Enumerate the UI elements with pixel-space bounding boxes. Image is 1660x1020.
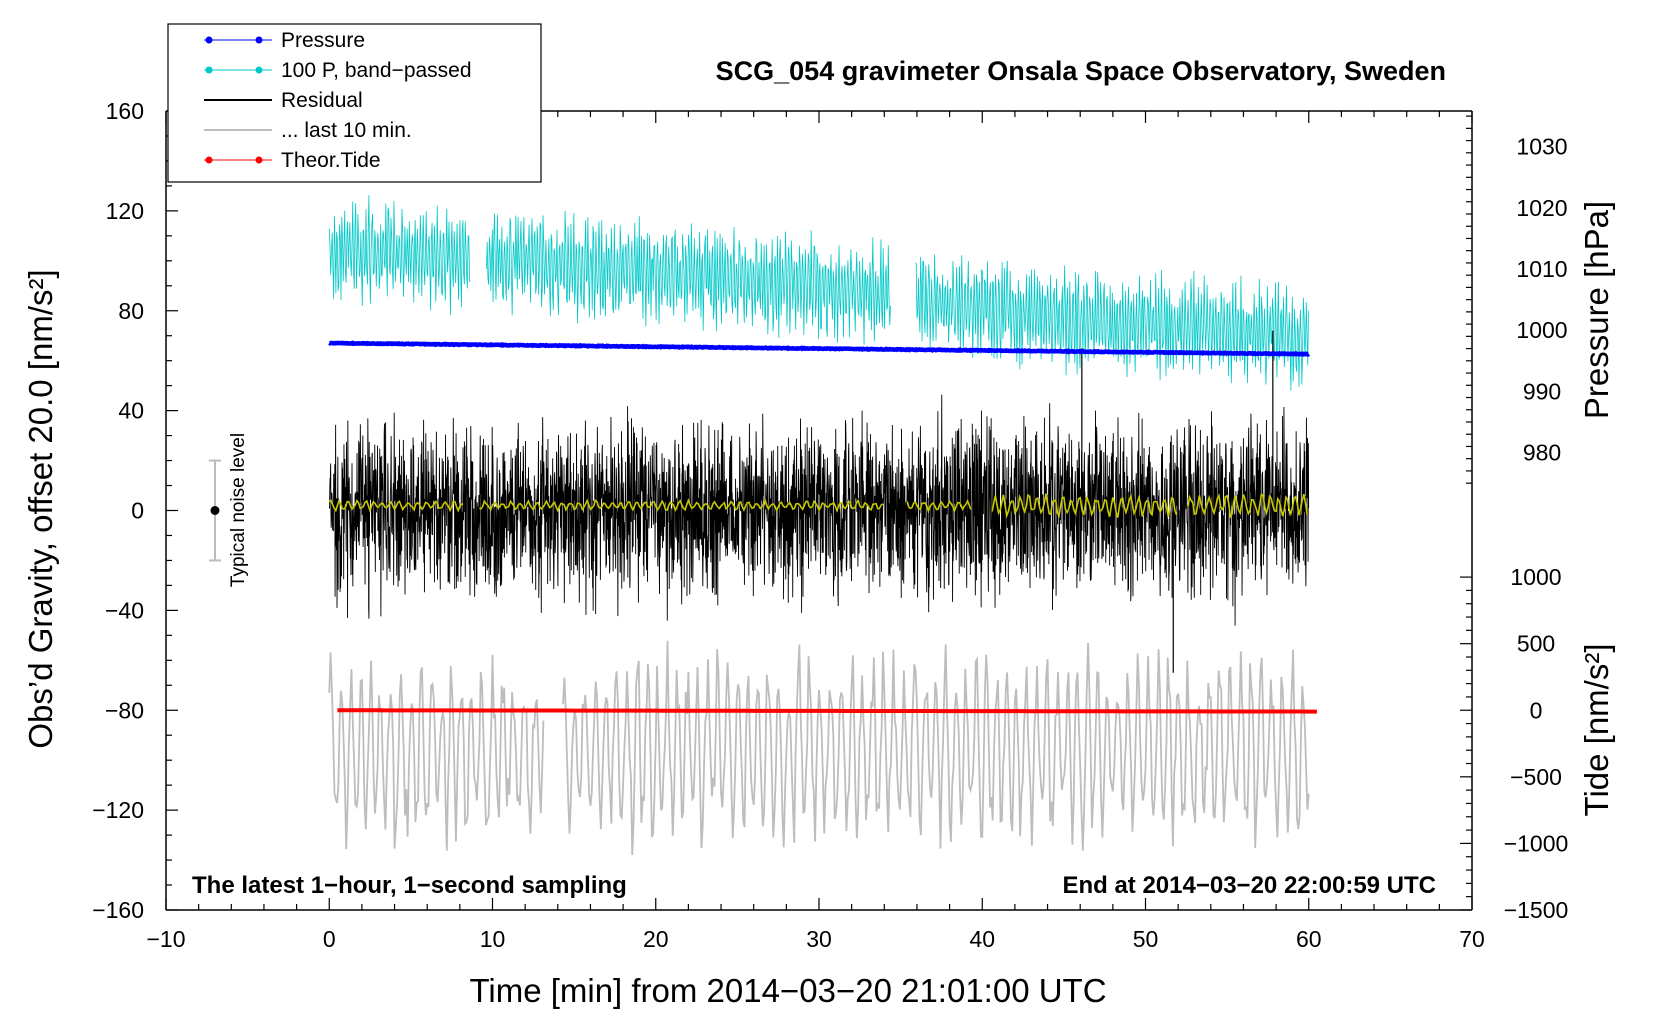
- y-tick-label-left: 80: [118, 298, 144, 324]
- pressure-tick-label: 1010: [1516, 256, 1567, 282]
- legend-label-theor-tide: Theor.Tide: [281, 149, 381, 172]
- pressure-tick-label: 980: [1523, 440, 1561, 466]
- legend-entry-theor-tide: Theor.Tide: [204, 149, 381, 172]
- sampling-annotation: The latest 1−hour, 1−second sampling: [192, 872, 627, 899]
- legend-entry-pressure: Pressure: [204, 29, 365, 52]
- y-tick-label-left: −40: [105, 597, 144, 623]
- x-tick-label: −10: [146, 926, 185, 952]
- legend-entry-residual: Residual: [204, 89, 363, 112]
- pressure-tick-label: 990: [1523, 378, 1561, 404]
- x-tick-label: 10: [480, 926, 506, 952]
- data-layer: [208, 195, 1317, 856]
- tide-tick-label: −1500: [1504, 897, 1569, 923]
- pressure-tick-label: 1020: [1516, 195, 1567, 221]
- legend-label-band-passed: 100 P, band−passed: [281, 59, 472, 82]
- tide-axis-title: Tide [nm/s²]: [1578, 644, 1615, 817]
- legend-box: [167, 23, 542, 183]
- y-tick-label-left: 120: [106, 198, 144, 224]
- x-tick-label: 60: [1296, 926, 1322, 952]
- legend-marker-pressure: [205, 36, 213, 44]
- chart-title: SCG_054 gravimeter Onsala Space Observat…: [716, 56, 1446, 86]
- x-tick-label: 70: [1459, 926, 1485, 952]
- legend-marker-theor-tide: [255, 156, 263, 164]
- series-line-pressure: [328, 340, 1311, 357]
- y-tick-label-left: 0: [131, 498, 144, 524]
- y-tick-label-left: 40: [118, 398, 144, 424]
- y-tick-label-left: −120: [92, 797, 144, 823]
- pressure-axis-title: Pressure [hPa]: [1578, 201, 1615, 419]
- noise-level-dot: [210, 506, 220, 515]
- tide-tick-label: 500: [1517, 631, 1555, 657]
- tide-tick-label: 1000: [1510, 564, 1561, 590]
- series-line-band-passed: [328, 195, 1309, 391]
- legend-marker-pressure: [255, 36, 263, 44]
- tide-tick-label: −1000: [1504, 830, 1569, 856]
- y-axis-title-left: Obs’d Gravity, offset 20.0 [nm/s²]: [22, 269, 59, 748]
- x-axis-title: Time [min] from 2014−03−20 21:01:00 UTC: [469, 972, 1106, 1009]
- end-time-annotation: End at 2014−03−20 22:00:59 UTC: [1062, 872, 1436, 899]
- series-line-last-10-min: [328, 640, 1310, 856]
- series-line-residual-smoothed: [328, 492, 1308, 519]
- tide-tick-label: −500: [1510, 764, 1562, 790]
- x-tick-label: 50: [1133, 926, 1159, 952]
- legend-label-residual: Residual: [281, 89, 363, 112]
- x-tick-label: 30: [806, 926, 832, 952]
- legend: Pressure 100 P, band−passed Residual ...…: [167, 23, 542, 183]
- legend-entry-band-passed: 100 P, band−passed: [204, 59, 472, 82]
- pressure-tick-label: 1030: [1516, 134, 1567, 160]
- legend-marker-theor-tide: [205, 156, 213, 164]
- legend-marker-band-passed: [255, 66, 263, 74]
- x-tick-label: 20: [643, 926, 669, 952]
- tide-tick-label: 0: [1530, 697, 1543, 723]
- legend-marker-band-passed: [205, 66, 213, 74]
- axes-layer: −10 0 10 20 30 40 50 60 7016012080400−40−80−120−…: [92, 98, 1568, 952]
- legend-label-last-10-min: ... last 10 min.: [281, 119, 412, 142]
- noise-level-label: Typical noise level: [228, 433, 249, 587]
- legend-label-pressure: Pressure: [281, 29, 365, 52]
- series-line-theor-tide: [337, 708, 1317, 714]
- pressure-tick-label: 1000: [1516, 317, 1567, 343]
- y-tick-label-left: 160: [106, 98, 144, 124]
- y-tick-label-left: −80: [105, 697, 144, 723]
- x-tick-label: 0: [323, 926, 336, 952]
- legend-entry-last-10-min: ... last 10 min.: [204, 119, 412, 142]
- y-tick-label-left: −160: [92, 897, 144, 923]
- x-tick-label: 40: [969, 926, 995, 952]
